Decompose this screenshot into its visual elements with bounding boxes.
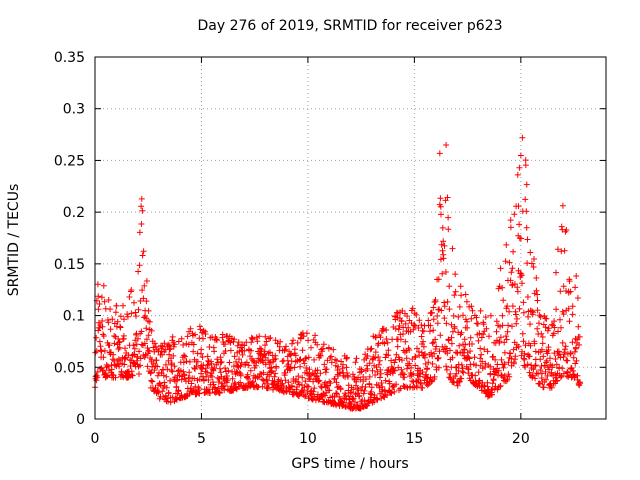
y-tick-label: 0.25: [54, 153, 85, 169]
x-axis-label: GPS time / hours: [291, 456, 409, 472]
y-tick-label: 0.05: [54, 360, 85, 376]
x-tick-label: 20: [512, 431, 530, 447]
y-axis-label: SRMTID / TECUs: [6, 183, 22, 297]
y-tick-label: 0.15: [54, 257, 85, 273]
x-tick-label: 0: [91, 431, 100, 447]
axes: 0 0.05 0.1 0.15 0.2 0.25 0.3 0.35 0 5 10 15 20: [54, 50, 606, 447]
chart-title: Day 276 of 2019, SRMTID for receiver p62…: [197, 18, 503, 34]
data-point-markers: [92, 134, 584, 412]
y-tick-label: 0.1: [63, 309, 85, 325]
x-tick-label: 15: [405, 431, 423, 447]
y-tick-label: 0.3: [63, 102, 85, 118]
y-tick-label: 0.35: [54, 50, 85, 66]
x-tick-label: 5: [197, 431, 206, 447]
y-tick-label: 0.2: [63, 205, 85, 221]
plot-frame: [94, 56, 607, 420]
data-points: [92, 134, 584, 412]
x-tick-label: 10: [299, 431, 317, 447]
y-tick-label: 0: [76, 412, 85, 428]
